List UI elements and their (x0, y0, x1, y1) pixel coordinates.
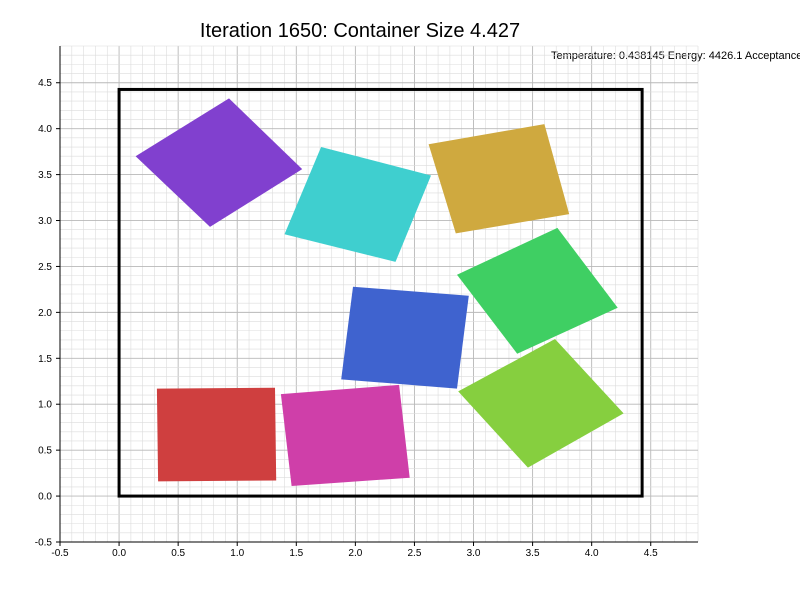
square-gold (428, 124, 570, 234)
x-tick-label: -0.5 (51, 548, 69, 559)
x-tick-label: 2.5 (407, 548, 421, 559)
square-lime (458, 339, 624, 468)
x-tick-label: 3.5 (526, 548, 540, 559)
squares (135, 98, 624, 486)
y-tick-label: 2.5 (38, 262, 52, 273)
y-tick-label: 2.0 (38, 308, 52, 319)
tick-labels: -0.5 0.0 0.5 1.0 1.5 2.0 2.5 3.0 3.5 4.0 4.5 -0.5 0.… (35, 78, 658, 559)
square-red (156, 387, 277, 482)
x-tick-label: 2.0 (348, 548, 362, 559)
square-purple (135, 98, 303, 227)
x-tick-label: 1.0 (230, 548, 244, 559)
container-box (117, 87, 644, 498)
x-tick-label: 4.5 (644, 548, 658, 559)
square-magenta (280, 384, 410, 486)
y-tick-label: 0.5 (38, 446, 52, 457)
chart-title: Iteration 1650: Container Size 4.427 (199, 20, 521, 42)
x-tick-label: 4.0 (585, 548, 599, 559)
y-tick-label: 1.5 (38, 354, 52, 365)
square-cyan (284, 147, 431, 262)
y-tick-label: 3.0 (38, 216, 52, 227)
y-tick-label: 3.5 (38, 170, 52, 181)
x-tick-label: 0.5 (171, 548, 185, 559)
x-tick-label: 0.0 (112, 548, 126, 559)
y-tick-label: 4.0 (38, 124, 52, 135)
y-tick-label: -0.5 (35, 538, 53, 549)
y-tick-label: 0.0 (38, 492, 52, 503)
y-tick-label: 1.0 (38, 400, 52, 411)
x-tick-label: 3.0 (467, 548, 481, 559)
status-text: Temperature: 0.438145 Energy: 4426.1 Acc… (551, 50, 800, 62)
square-blue (341, 286, 469, 389)
y-tick-label: 4.5 (38, 78, 52, 89)
container-rect (117, 87, 644, 498)
square-green (457, 227, 618, 354)
x-tick-label: 1.5 (289, 548, 303, 559)
